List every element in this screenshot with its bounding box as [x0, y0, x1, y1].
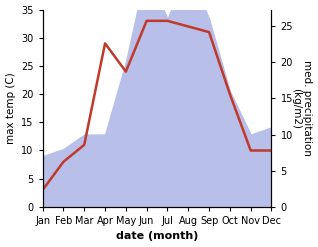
X-axis label: date (month): date (month)	[116, 231, 198, 242]
Y-axis label: med. precipitation
(kg/m2): med. precipitation (kg/m2)	[291, 60, 313, 156]
Y-axis label: max temp (C): max temp (C)	[5, 72, 16, 144]
